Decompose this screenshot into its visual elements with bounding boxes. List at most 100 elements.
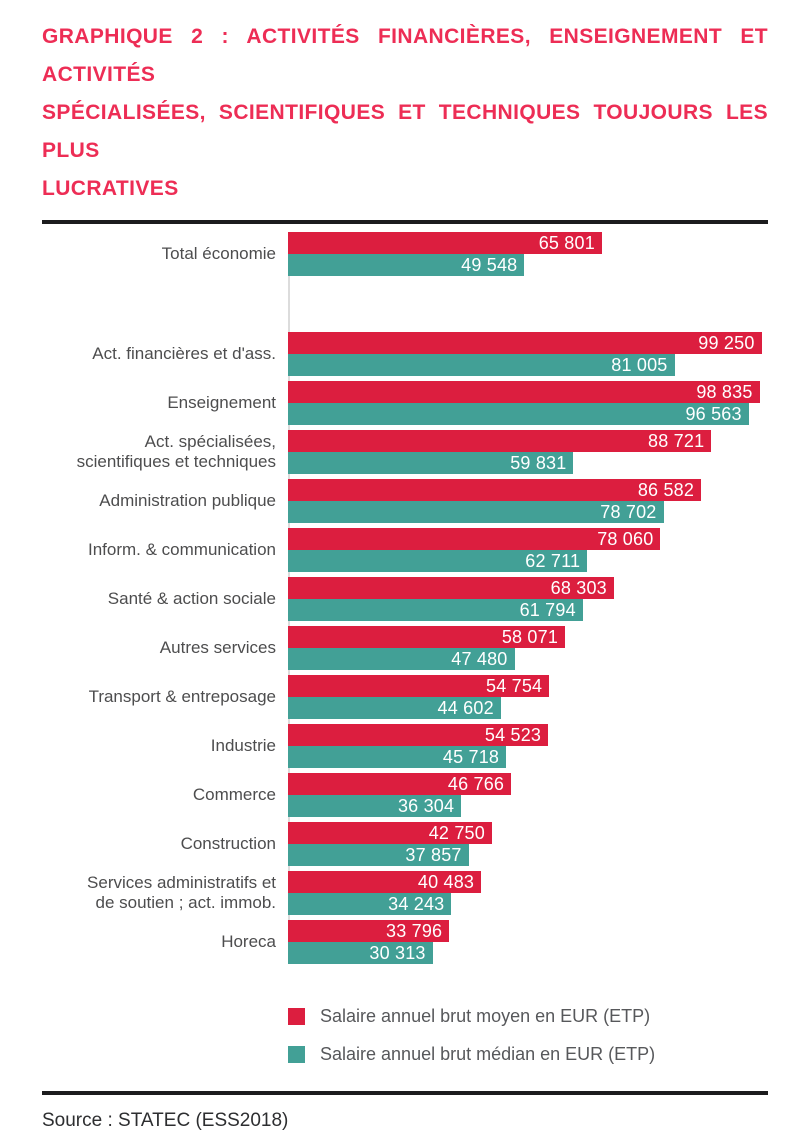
group-separator xyxy=(42,281,768,332)
top-rule xyxy=(42,220,768,224)
mean-bar: 40 483 xyxy=(288,871,482,893)
bar-group: 54 754 44 602 xyxy=(288,675,768,719)
bar-value-label: 42 750 xyxy=(428,822,485,843)
bar-group: 33 796 30 313 xyxy=(288,920,768,964)
median-bar: 36 304 xyxy=(288,795,462,817)
bar-value-label: 61 794 xyxy=(519,599,576,620)
category-label: Transport & entreposage xyxy=(88,687,276,706)
bar-group: 58 071 47 480 xyxy=(288,626,768,670)
category-label: Inform. & communication xyxy=(87,540,276,559)
bar-group: 99 250 81 005 xyxy=(288,332,768,376)
bar-value-label: 98 835 xyxy=(696,381,753,402)
bar-value-label: 59 831 xyxy=(510,452,567,473)
chart-row: Services administratifs et de soutien ; … xyxy=(42,871,768,915)
chart-row: Santé & action sociale 68 303 61 794 xyxy=(42,577,768,621)
legend-label-median: Salaire annuel brut médian en EUR (ETP) xyxy=(320,1044,656,1064)
median-bar: 45 718 xyxy=(288,746,507,768)
chart-legend: Salaire annuel brut moyen en EUR (ETP) S… xyxy=(288,1006,768,1065)
median-bar: 30 313 xyxy=(288,942,433,964)
legend-item-mean: Salaire annuel brut moyen en EUR (ETP) xyxy=(288,1006,768,1027)
median-bar: 49 548 xyxy=(288,254,525,276)
bar-value-label: 37 857 xyxy=(405,844,462,865)
mean-bar: 99 250 xyxy=(288,332,762,354)
bar-group: 68 303 61 794 xyxy=(288,577,768,621)
category-label: Santé & action sociale xyxy=(107,589,276,608)
median-bar: 61 794 xyxy=(288,599,583,621)
bar-value-label: 34 243 xyxy=(388,893,445,914)
category-label: Services administratifs et de soutien ; … xyxy=(87,873,276,912)
median-bar: 81 005 xyxy=(288,354,675,376)
mean-bar: 46 766 xyxy=(288,773,512,795)
mean-bar: 54 754 xyxy=(288,675,550,697)
bar-value-label: 81 005 xyxy=(611,354,668,375)
mean-bar: 88 721 xyxy=(288,430,712,452)
category-label: Industrie xyxy=(210,736,276,755)
bar-value-label: 30 313 xyxy=(369,942,426,963)
chart-row: Administration publique 86 582 78 702 xyxy=(42,479,768,523)
bar-value-label: 54 523 xyxy=(484,724,542,745)
mean-bar: 58 071 xyxy=(288,626,566,648)
chart-row: Construction 42 750 37 857 xyxy=(42,822,768,866)
category-label: Commerce xyxy=(192,785,276,804)
median-bar: 37 857 xyxy=(288,844,469,866)
median-series-swatch-icon xyxy=(288,1046,305,1063)
bar-value-label: 78 702 xyxy=(600,501,657,522)
bar-value-label: 62 711 xyxy=(525,550,581,571)
mean-bar: 54 523 xyxy=(288,724,549,746)
category-label: Act. financières et d'ass. xyxy=(92,344,276,363)
category-label: Enseignement xyxy=(167,393,276,412)
mean-series-swatch-icon xyxy=(288,1008,305,1025)
bar-value-label: 49 548 xyxy=(461,254,518,275)
bar-value-label: 78 060 xyxy=(597,528,654,549)
median-bar: 78 702 xyxy=(288,501,664,523)
bar-group: 65 801 49 548 xyxy=(288,232,768,276)
mean-bar: 68 303 xyxy=(288,577,614,599)
legend-label-mean: Salaire annuel brut moyen en EUR (ETP) xyxy=(320,1006,651,1026)
chart-row: Transport & entreposage 54 754 44 602 xyxy=(42,675,768,719)
bar-group: 40 483 34 243 xyxy=(288,871,768,915)
figure-title: GRAPHIQUE 2 : ACTIVITÉS FINANCIÈRES, ENS… xyxy=(42,18,768,208)
mean-bar: 86 582 xyxy=(288,479,702,501)
bar-group: 98 835 96 563 xyxy=(288,381,768,425)
category-label: Autres services xyxy=(159,638,276,657)
chart-row: Industrie 54 523 45 718 xyxy=(42,724,768,768)
mean-bar: 42 750 xyxy=(288,822,492,844)
median-bar: 59 831 xyxy=(288,452,574,474)
mean-bar: 65 801 xyxy=(288,232,602,254)
median-bar: 96 563 xyxy=(288,403,749,425)
category-label: Act. spécialisées, scientifiques et tech… xyxy=(76,432,276,471)
chart-row: Act. financières et d'ass. 99 250 81 005 xyxy=(42,332,768,376)
bar-value-label: 54 754 xyxy=(485,675,543,696)
bar-value-label: 44 602 xyxy=(437,697,494,718)
bar-group: 54 523 45 718 xyxy=(288,724,768,768)
figure-title-line-2: SPÉCIALISÉES, SCIENTIFIQUES ET TECHNIQUE… xyxy=(42,101,768,162)
mean-bar: 33 796 xyxy=(288,920,450,942)
median-bar: 44 602 xyxy=(288,697,501,719)
bar-value-label: 86 582 xyxy=(637,479,695,500)
bar-value-label: 68 303 xyxy=(550,577,607,598)
chart-row: Commerce 46 766 36 304 xyxy=(42,773,768,817)
bar-value-label: 36 304 xyxy=(397,795,455,816)
legend-item-median: Salaire annuel brut médian en EUR (ETP) xyxy=(288,1044,768,1065)
bar-value-label: 33 796 xyxy=(385,920,443,941)
bar-group: 86 582 78 702 xyxy=(288,479,768,523)
bar-group: 78 060 62 711 xyxy=(288,528,768,572)
category-label: Horeca xyxy=(221,932,276,951)
bar-value-label: 99 250 xyxy=(698,332,755,353)
chart-row: Horeca 33 796 30 313 xyxy=(42,920,768,964)
bar-value-label: 65 801 xyxy=(538,232,595,253)
bar-group: 88 721 59 831 xyxy=(288,430,768,474)
source-note: Source : STATEC (ESS2018) xyxy=(42,1110,289,1131)
chart-row: Enseignement 98 835 96 563 xyxy=(42,381,768,425)
bar-value-label: 88 721 xyxy=(648,430,705,451)
bar-chart: Total économie 65 801 49 548 Act. financièr… xyxy=(42,232,768,964)
bar-value-label: 46 766 xyxy=(447,773,505,794)
bar-value-label: 58 071 xyxy=(501,626,559,647)
bar-value-label: 40 483 xyxy=(417,871,475,892)
figure-title-line-3: LUCRATIVES xyxy=(42,177,179,200)
chart-rows: Total économie 65 801 49 548 Act. financièr… xyxy=(42,232,768,964)
bar-value-label: 96 563 xyxy=(685,403,742,424)
median-bar: 62 711 xyxy=(288,550,588,572)
chart-row: Act. spécialisées, scientifiques et tech… xyxy=(42,430,768,474)
